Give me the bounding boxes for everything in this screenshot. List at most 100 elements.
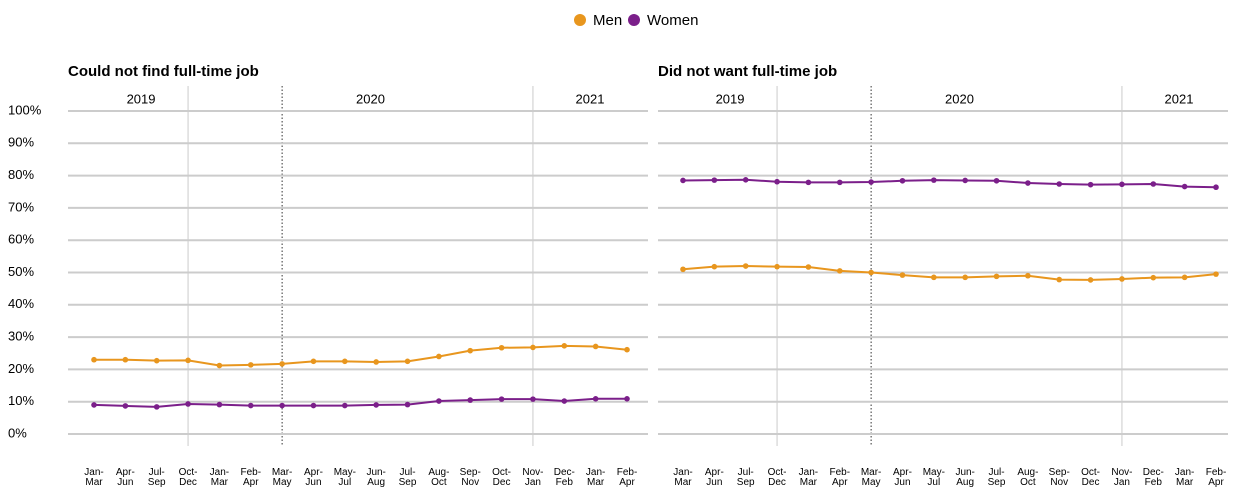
data-point — [868, 269, 874, 276]
y-tick-label: 0% — [8, 425, 27, 440]
data-point — [711, 263, 718, 270]
x-tick-label: Sep-Nov — [459, 467, 481, 488]
data-point — [1119, 276, 1125, 282]
x-tick-label: Apr-Jun — [704, 467, 724, 488]
data-point — [680, 266, 686, 273]
x-tick-label: Jan-Mar — [209, 467, 230, 488]
y-tick-label: 80% — [8, 167, 34, 182]
x-tick-label: Aug-Oct — [428, 467, 450, 488]
data-point — [592, 343, 599, 350]
y-tick-label: 40% — [8, 296, 34, 311]
x-tick-label: Apr-Jun — [304, 467, 323, 488]
data-point — [91, 356, 97, 363]
data-point — [342, 358, 348, 365]
data-point — [805, 264, 812, 270]
data-point — [592, 395, 599, 402]
panel-title: Could not find full-time job — [68, 63, 259, 80]
data-point — [498, 396, 505, 402]
x-tick-label: Feb-Apr — [240, 467, 262, 488]
data-point — [993, 177, 1000, 184]
x-tick-label: May-Jul — [922, 467, 945, 488]
x-tick-label: Jun-Aug — [955, 467, 975, 488]
data-point — [1087, 181, 1094, 188]
data-point — [561, 343, 568, 349]
data-point — [498, 344, 505, 351]
data-point — [530, 344, 536, 351]
data-point — [1181, 183, 1188, 190]
x-tick-label: Jan-Mar — [1174, 467, 1195, 488]
x-tick-label: Mar-May — [860, 467, 882, 488]
legend-marker — [574, 14, 586, 26]
data-point — [436, 353, 442, 360]
x-tick-label: Feb-Apr — [829, 467, 851, 488]
x-tick-label: Dec-Feb — [1142, 467, 1164, 488]
data-point — [310, 358, 317, 365]
x-tick-label: Nov-Jan — [1111, 467, 1133, 488]
y-tick-label: 30% — [8, 329, 34, 344]
data-point — [1213, 184, 1219, 191]
data-point — [931, 177, 937, 183]
data-point — [1150, 274, 1157, 281]
data-point — [561, 398, 568, 404]
x-tick-label: Aug-Oct — [1017, 467, 1039, 488]
data-point — [742, 176, 749, 183]
data-point — [91, 402, 97, 408]
x-tick-label: Sep-Nov — [1048, 467, 1070, 488]
y-tick-label: 70% — [8, 199, 34, 214]
legend-label: Women — [647, 12, 698, 29]
x-tick-label: Jul-Sep — [147, 467, 166, 488]
x-tick-label: Jan-Mar — [585, 467, 606, 488]
data-point — [1087, 277, 1094, 283]
series-line — [93, 397, 627, 408]
data-point — [1056, 181, 1063, 187]
x-tick-label: Oct-Dec — [178, 467, 198, 488]
x-tick-label: Apr-Jun — [893, 467, 912, 488]
data-point — [467, 397, 474, 403]
year-label: 2020 — [945, 91, 974, 106]
data-point — [467, 347, 474, 354]
data-point — [216, 401, 223, 408]
data-point — [1025, 180, 1031, 186]
y-tick-label: 90% — [8, 135, 34, 150]
data-point — [216, 362, 223, 369]
data-point — [836, 268, 843, 274]
x-tick-label: Jul-Sep — [398, 467, 417, 488]
x-tick-label: Dec-Feb — [553, 467, 575, 488]
x-tick-label: Jan-Mar — [673, 467, 693, 488]
data-point — [836, 179, 843, 186]
data-point — [185, 357, 191, 364]
x-tick-label: Jun-Aug — [366, 467, 386, 488]
x-tick-label: Feb-Apr — [1205, 467, 1227, 488]
legend-marker — [628, 14, 640, 26]
data-point — [247, 362, 254, 368]
data-point — [962, 177, 968, 184]
data-point — [624, 346, 630, 353]
series-line — [682, 265, 1217, 281]
data-point — [1213, 271, 1219, 277]
panel-title: Did not want full-time job — [658, 63, 837, 80]
data-point — [153, 357, 160, 364]
year-label: 2019 — [716, 91, 745, 106]
x-tick-label: May-Jul — [333, 467, 356, 488]
x-tick-label: Mar-May — [271, 467, 293, 488]
year-label: 2019 — [127, 91, 156, 106]
data-point — [279, 361, 285, 367]
data-point — [931, 274, 937, 281]
data-point — [404, 401, 411, 408]
x-tick-label: Jan-Mar — [84, 467, 104, 488]
data-point — [624, 395, 630, 402]
data-point — [868, 179, 874, 185]
y-tick-label: 20% — [8, 361, 34, 376]
data-point — [247, 402, 254, 409]
year-label: 2021 — [576, 91, 605, 106]
data-point — [774, 178, 780, 185]
data-point — [530, 396, 536, 402]
data-point — [122, 403, 129, 409]
x-tick-label: Nov-Jan — [522, 467, 544, 488]
data-point — [711, 177, 718, 183]
data-point — [899, 177, 906, 184]
data-point — [153, 404, 160, 410]
data-point — [899, 272, 906, 278]
